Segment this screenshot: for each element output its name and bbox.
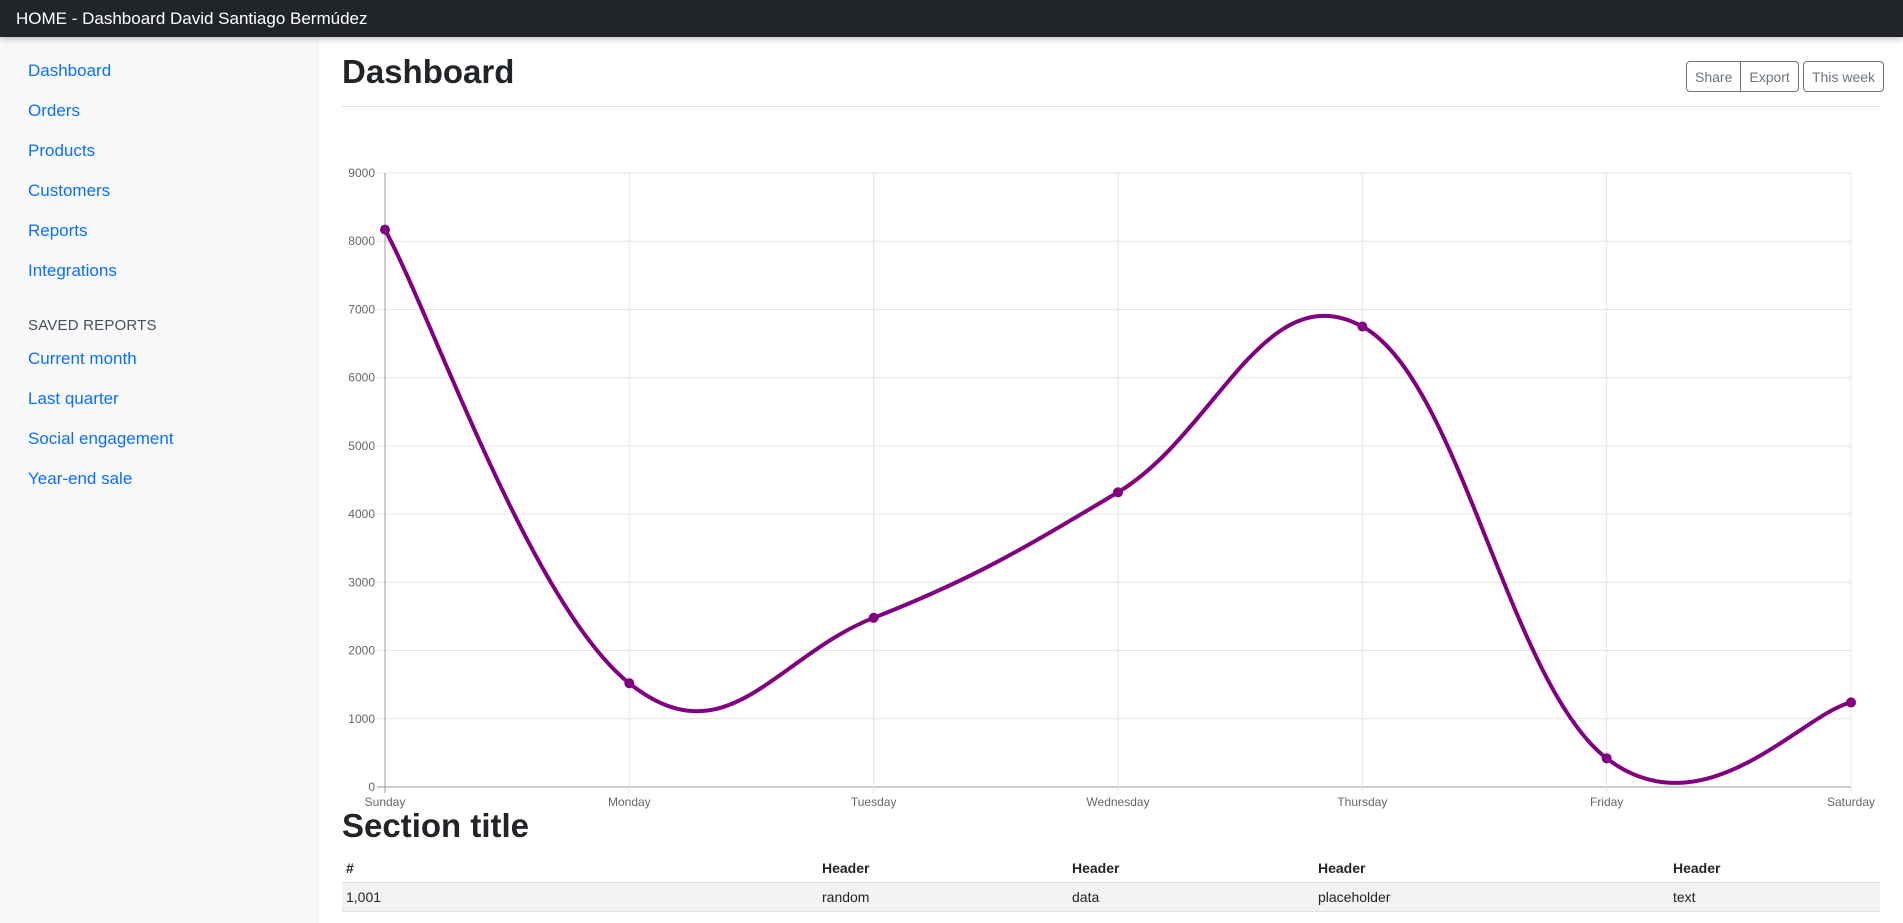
table-header-row: # Header Header Header Header bbox=[342, 854, 1880, 883]
data-point bbox=[380, 224, 390, 235]
table-header: Header bbox=[1669, 854, 1880, 883]
y-tick-label: 1000 bbox=[348, 712, 375, 726]
title-divider bbox=[342, 106, 1880, 107]
y-tick-label: 5000 bbox=[348, 439, 375, 453]
main-content: Dashboard Share Export This week 0 1000 20… bbox=[318, 37, 1903, 923]
data-table: # Header Header Header Header 1,001 rand… bbox=[342, 854, 1880, 912]
saved-report-social-engagement[interactable]: Social engagement bbox=[28, 429, 174, 448]
y-tick-label: 3000 bbox=[348, 575, 375, 589]
share-export-button-group: Share Export bbox=[1686, 61, 1799, 92]
y-tick-label: 8000 bbox=[348, 234, 375, 248]
line-chart: 0 1000 2000 3000 4000 5000 6000 7000 8000 9000 Sun… bbox=[318, 117, 1903, 817]
sidebar-item-integrations[interactable]: Integrations bbox=[28, 261, 117, 280]
table-cell: 1,001 bbox=[342, 882, 818, 912]
x-tick-label: Monday bbox=[608, 795, 651, 809]
x-tick-label: Tuesday bbox=[851, 795, 897, 809]
share-button[interactable]: Share bbox=[1686, 61, 1742, 92]
saved-reports-heading: Saved reports bbox=[28, 317, 157, 334]
table-row: 1,001 random data placeholder text bbox=[342, 882, 1880, 912]
table-header: Header bbox=[1068, 854, 1314, 883]
x-tick-label: Saturday bbox=[1827, 795, 1875, 809]
page-title: Dashboard bbox=[342, 53, 515, 90]
sidebar: Dashboard Orders Products Customers Repo… bbox=[0, 37, 318, 923]
data-point bbox=[1357, 321, 1368, 332]
table-cell: random bbox=[818, 882, 1068, 912]
table-cell: placeholder bbox=[1314, 882, 1669, 912]
y-tick-label: 0 bbox=[368, 780, 375, 794]
y-tick-label: 7000 bbox=[348, 302, 375, 316]
y-tick-label: 2000 bbox=[348, 644, 375, 658]
sidebar-item-dashboard[interactable]: Dashboard bbox=[28, 61, 112, 80]
x-tick-label: Wednesday bbox=[1086, 795, 1149, 809]
data-point bbox=[1846, 697, 1856, 708]
table-cell: data bbox=[1068, 882, 1314, 912]
x-tick-label: Sunday bbox=[365, 795, 406, 809]
table-header-number: # bbox=[342, 854, 818, 883]
data-point bbox=[1601, 753, 1612, 764]
sidebar-item-customers[interactable]: Customers bbox=[28, 181, 111, 200]
saved-report-current-month[interactable]: Current month bbox=[28, 349, 137, 368]
chart-svg: 0 1000 2000 3000 4000 5000 6000 7000 8000 9000 Sun… bbox=[348, 166, 1875, 809]
top-navbar: HOME - Dashboard David Santiago Bermúdez bbox=[0, 0, 1903, 37]
this-week-dropdown-button[interactable]: This week bbox=[1803, 61, 1885, 92]
y-tick-label: 6000 bbox=[348, 371, 375, 385]
data-point bbox=[1113, 487, 1123, 498]
sidebar-item-products[interactable]: Products bbox=[28, 141, 96, 160]
y-tick-label: 9000 bbox=[348, 166, 375, 180]
y-tick-label: 4000 bbox=[348, 507, 375, 521]
x-tick-label: Thursday bbox=[1337, 795, 1387, 809]
data-point bbox=[868, 612, 879, 623]
sidebar-item-orders[interactable]: Orders bbox=[28, 101, 80, 120]
table-header: Header bbox=[1314, 854, 1669, 883]
table-header: Header bbox=[818, 854, 1068, 883]
navbar-brand[interactable]: HOME - Dashboard David Santiago Bermúdez bbox=[16, 8, 368, 28]
table-cell: text bbox=[1669, 882, 1880, 912]
saved-report-year-end-sale[interactable]: Year-end sale bbox=[28, 469, 133, 488]
sidebar-item-reports[interactable]: Reports bbox=[28, 221, 88, 240]
section-title: Section title bbox=[342, 807, 530, 844]
x-tick-label: Friday bbox=[1590, 795, 1623, 809]
saved-report-last-quarter[interactable]: Last quarter bbox=[28, 389, 119, 408]
export-button[interactable]: Export bbox=[1741, 61, 1799, 92]
series-line bbox=[383, 228, 1852, 785]
data-point bbox=[624, 678, 635, 689]
